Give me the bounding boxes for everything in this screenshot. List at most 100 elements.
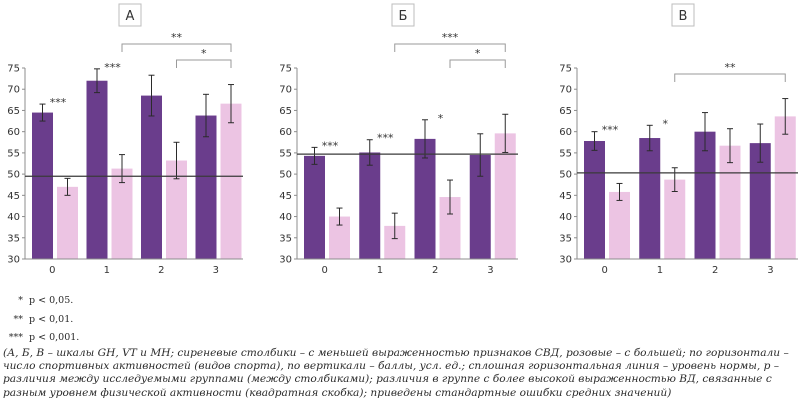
y-tick-label: 70 — [279, 85, 292, 96]
bar — [664, 179, 686, 259]
error-bar — [616, 182, 623, 201]
significance-text: p < 0,001. — [29, 332, 80, 343]
y-tick-label: 40 — [279, 212, 292, 223]
significance-text: p < 0,01. — [29, 313, 74, 325]
bar — [414, 138, 436, 259]
significance-stars: *** — [602, 124, 619, 137]
bracket-label: *** — [442, 31, 459, 44]
panel-label: А — [118, 3, 142, 27]
y-tick-label: 75 — [7, 64, 20, 75]
bar — [749, 143, 771, 259]
error-bar — [422, 119, 428, 159]
y-tick-label: 50 — [279, 170, 292, 181]
error-bar — [311, 146, 318, 165]
panel-label-text: А — [126, 9, 135, 24]
bar — [609, 191, 630, 259]
error-bar — [727, 128, 733, 164]
panel-label: Б — [391, 3, 415, 27]
y-tick-label: 70 — [559, 85, 572, 96]
bracket-label: * — [475, 47, 481, 60]
y-tick-label: 55 — [279, 148, 292, 159]
panel-label-text: В — [679, 9, 688, 24]
bracket-label: ** — [171, 31, 183, 44]
bar — [384, 225, 406, 259]
error-bar — [173, 141, 180, 180]
bracket-line — [449, 59, 506, 68]
x-tick-label: 1 — [104, 265, 110, 276]
x-tick-label: 1 — [657, 265, 663, 276]
x-tick-label: 3 — [487, 265, 493, 276]
error-bar — [671, 167, 678, 193]
y-tick-label: 35 — [559, 233, 572, 244]
x-tick-label: 3 — [767, 265, 773, 276]
y-tick-label: 75 — [279, 64, 292, 75]
x-tick-label: 2 — [158, 265, 164, 276]
x-tick-label: 0 — [601, 265, 607, 276]
panel-label: В — [671, 3, 695, 27]
bar — [359, 152, 381, 259]
figure-caption: (А, Б, В – шкалы GH, VT и MH; сиреневые … — [3, 347, 789, 399]
bar — [469, 155, 491, 259]
bracket — [176, 59, 232, 68]
y-tick-label: 70 — [7, 85, 20, 96]
bar — [86, 80, 108, 259]
y-tick-label: 65 — [559, 106, 572, 117]
panel-label-text: Б — [399, 9, 408, 24]
error-bar — [591, 131, 598, 151]
y-tick-label: 45 — [279, 191, 292, 202]
panel-label-box — [391, 3, 415, 27]
bracket-label: ** — [725, 61, 737, 74]
bar — [57, 186, 78, 259]
x-tick-label: 2 — [712, 265, 718, 276]
y-tick-label: 40 — [7, 212, 20, 223]
bar — [32, 112, 53, 259]
y-tick-label: 35 — [7, 233, 20, 244]
bar — [494, 133, 516, 259]
bracket — [449, 59, 506, 68]
bracket-label: * — [201, 47, 207, 60]
bracket-line — [394, 43, 506, 52]
significance-note-2: ** p < 0,01. — [3, 311, 799, 330]
y-tick-label: 45 — [559, 191, 572, 202]
significance-legend: * p < 0,05. ** p < 0,01. *** p < 0,001. — [3, 292, 799, 348]
error-bar — [64, 177, 71, 196]
error-bar — [502, 113, 509, 153]
error-bar — [366, 139, 373, 166]
y-tick-label: 60 — [559, 127, 572, 138]
significance-stars: * — [438, 112, 444, 125]
error-bar — [39, 103, 46, 122]
significance-marker: *** — [8, 332, 23, 343]
significance-note-3: *** p < 0,001. — [3, 329, 799, 348]
significance-stars: *** — [377, 132, 394, 145]
y-tick-label: 40 — [559, 212, 572, 223]
significance-stars: * — [663, 117, 669, 130]
bar — [329, 216, 350, 259]
error-bar — [447, 179, 453, 215]
error-bar — [94, 68, 100, 94]
panel-label-box — [671, 3, 695, 27]
bar — [111, 168, 133, 259]
y-tick-label: 30 — [7, 255, 20, 266]
significance-stars: *** — [104, 61, 121, 74]
error-bar — [782, 98, 789, 135]
y-tick-label: 60 — [7, 127, 20, 138]
bracket — [674, 73, 786, 82]
significance-text: p < 0,05. — [29, 295, 74, 306]
error-bar — [119, 154, 125, 184]
bar — [439, 197, 461, 259]
bar — [719, 145, 741, 259]
error-bar — [228, 84, 234, 124]
error-bar — [757, 123, 764, 163]
bar — [304, 155, 325, 259]
bar — [639, 138, 661, 259]
bracket-line — [176, 59, 232, 68]
bracket-line — [674, 73, 786, 82]
y-tick-label: 55 — [7, 148, 20, 159]
error-bar — [203, 93, 209, 138]
x-tick-label: 0 — [49, 265, 55, 276]
y-tick-label: 60 — [279, 127, 292, 138]
